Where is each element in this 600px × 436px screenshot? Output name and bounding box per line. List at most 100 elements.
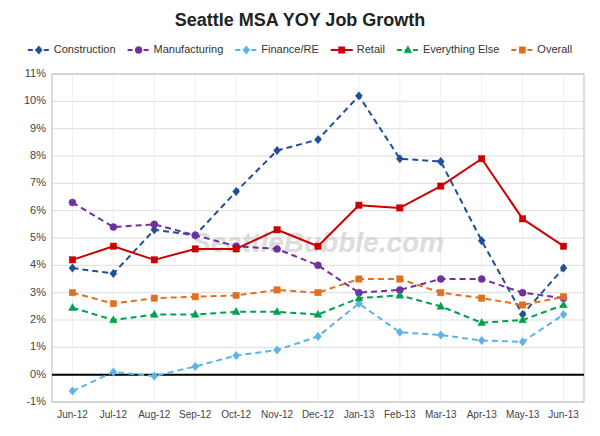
marker [397,205,403,211]
marker [519,47,525,53]
marker [339,47,345,53]
y-tick-label: 11% [25,67,46,79]
series-line [72,159,563,260]
x-tick-label: Feb-13 [384,409,416,420]
marker [273,308,281,315]
marker [274,227,280,233]
series [69,299,567,395]
marker [151,257,157,263]
marker [150,310,158,317]
marker [315,290,321,296]
marker [151,372,158,380]
series-line [72,279,563,305]
marker [560,310,567,318]
legend-item: Overall [511,43,572,55]
y-tick-label: 3% [30,286,46,298]
marker [519,289,526,296]
marker [437,331,444,339]
title: Seattle MSA YOY Job Growth [175,10,426,30]
series-group [69,92,568,396]
marker [437,157,444,165]
marker [232,308,240,315]
marker [356,202,362,208]
marker [437,302,445,309]
marker [478,336,485,344]
chart: Seattle MSA YOY Job Growth Construction Ma… [0,0,600,436]
marker [314,310,322,317]
marker [315,243,321,249]
marker [479,295,485,301]
marker [110,224,117,231]
x-tick-label: Aug-12 [138,409,171,420]
legend-label: Manufacturing [154,43,224,55]
y-tick-label: 0% [30,368,46,380]
legend-label: Construction [54,43,116,55]
marker [69,257,75,263]
marker [355,294,363,301]
y-tick-label: 10% [24,94,46,106]
marker [69,199,76,206]
grid-line-x [563,74,564,402]
y-tick-label: 9% [30,122,46,134]
y-tick-label: 7% [30,176,46,188]
marker [396,155,403,163]
y-tick-label: -1% [26,395,46,407]
x-tick-label: Jan-13 [344,409,375,420]
marker [274,245,281,252]
marker [438,183,444,189]
marker [396,328,403,336]
marker [315,332,322,340]
legend: Construction Manufacturing Finance/RE Retai… [28,43,572,55]
y-tick-label: 5% [30,231,46,243]
x-tick-label: Apr-13 [467,409,497,420]
legend-label: Retail [357,43,385,55]
legend-item: Everything Else [397,43,499,55]
marker [274,146,281,154]
marker [438,290,444,296]
marker [233,246,239,252]
marker [478,276,485,283]
series-line [72,304,563,391]
x-tick-label: Mar-13 [425,409,457,420]
marker [396,291,404,298]
marker [479,156,485,162]
marker [192,231,199,239]
grid-line-x [154,74,155,402]
legend-label: Everything Else [423,43,499,55]
x-tick-label: Oct-12 [221,409,251,420]
x-tick-label: Jun-13 [548,409,579,420]
marker [110,316,118,323]
marker [69,290,75,296]
legend-item: Finance/RE [235,43,318,55]
series [69,92,567,319]
marker [69,387,76,395]
series [69,199,567,302]
marker [478,237,485,245]
x-tick-label: Jun-12 [57,409,88,420]
y-tick-label: 1% [30,340,46,352]
x-tick-label: Jul-12 [100,409,128,420]
y-tick-label: 6% [30,204,46,216]
marker [35,46,42,54]
marker [151,295,157,301]
y-tick-label: 8% [30,149,46,161]
marker [192,232,199,239]
marker [437,276,444,283]
watermark: SeattleBubble.com [192,227,444,258]
marker [560,243,566,249]
marker [519,316,527,323]
x-tick-label: Dec-12 [302,409,335,420]
marker [110,300,116,306]
grid [52,74,584,402]
marker [519,302,525,308]
marker [69,304,77,311]
marker [274,346,281,354]
marker [135,47,142,54]
marker [110,368,117,376]
marker [315,135,322,143]
grid-line-x [113,74,114,402]
series [69,276,566,308]
marker [110,269,117,277]
series-line [72,202,563,298]
marker [274,287,280,293]
